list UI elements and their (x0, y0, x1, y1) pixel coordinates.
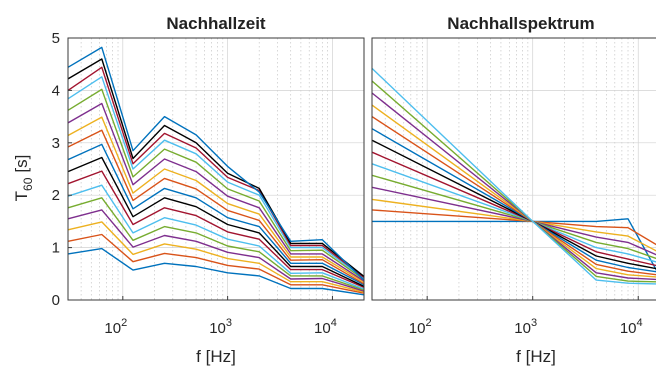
nachhallspektrum-series-4 (371, 186, 656, 256)
nachhallspektrum-series-9 (371, 128, 656, 273)
nachhallspektrum-series-1 (372, 218, 656, 271)
plot-frame-nachhallzeit (67, 37, 365, 301)
nachhallspektrum-series-5 (371, 174, 656, 260)
y-tick-label: 5 (52, 30, 60, 47)
x-tick-label-exponent: 2 (121, 317, 127, 329)
nachhallzeit-series-16 (67, 58, 365, 277)
chart-title-nachhallzeit: Nachhallzeit (166, 14, 266, 33)
nachhallspektrum-series-10 (371, 116, 656, 276)
nachhallspektrum-series-11 (371, 104, 656, 278)
y-tick-label: 0 (52, 292, 60, 309)
nachhallspektrum-panel: Nachhallspektrum 102 103 104 f [Hz] (371, 14, 656, 366)
x-tick-label: 102 (104, 317, 127, 337)
y-axis-label-unit: [s] (12, 155, 31, 173)
x-tick-label-exponent: 3 (531, 317, 537, 329)
x-tick-label: 103 (209, 317, 232, 337)
x-tick-label: 104 (314, 317, 337, 337)
nachhallspektrum-series-2 (371, 209, 656, 246)
x-tick-label-base: 10 (620, 320, 637, 337)
x-tick-label-exponent: 4 (331, 317, 337, 329)
nachhallzeit-series-1 (67, 247, 365, 296)
nachhallspektrum-series-8 (371, 139, 656, 270)
y-axis-label-sub: 60 (21, 177, 35, 191)
nachhallzeit-series-17 (67, 46, 365, 281)
nachhallzeit-series-7 (67, 170, 365, 289)
x-tick-label-base: 10 (314, 320, 331, 337)
nachhallzeit-series-3 (67, 221, 365, 293)
x-tick-label: 104 (620, 317, 643, 337)
chart-title-nachhallspektrum: Nachhallspektrum (447, 14, 594, 33)
x-axis-label-nachhallspektrum: f [Hz] (516, 347, 556, 366)
x-tick-label: 103 (514, 317, 537, 337)
x-tick-label-base: 10 (409, 320, 426, 337)
nachhallspektrum-series-12 (371, 92, 656, 281)
y-axis-label-base: T (12, 191, 31, 201)
x-tick-label-exponent: 4 (637, 317, 643, 329)
x-axis-label-nachhallzeit: f [Hz] (196, 347, 236, 366)
nachhallzeit-series-12 (67, 102, 365, 282)
y-axis-label: T60 [s] (12, 155, 35, 202)
nachhallspektrum-series-6 (371, 163, 656, 263)
nachhallzeit-series-13 (67, 88, 365, 281)
x-tick-label-exponent: 2 (425, 317, 431, 329)
y-tick-label: 2 (52, 187, 60, 204)
y-tick-label: 3 (52, 135, 60, 152)
nachhallzeit-series-15 (67, 66, 365, 279)
nachhallspektrum-series-13 (371, 80, 656, 283)
nachhallspektrum-series-14 (371, 67, 656, 285)
y-tick-label: 4 (52, 82, 60, 99)
plot-frame-nachhallspektrum (371, 37, 656, 301)
x-tick-label: 102 (409, 317, 432, 337)
y-tick-label: 1 (52, 240, 60, 257)
nachhallspektrum-series-3 (371, 198, 656, 252)
x-tick-label-base: 10 (104, 320, 121, 337)
nachhallspektrum-series-7 (371, 151, 656, 267)
nachhallzeit-series-8 (67, 156, 365, 288)
nachhallzeit-series-10 (67, 129, 365, 285)
nachhallzeit-series-6 (67, 184, 365, 290)
nachhallzeit-series-14 (67, 76, 365, 280)
nachhallzeit-series-2 (67, 233, 365, 294)
x-tick-label-base: 10 (514, 320, 531, 337)
nachhallzeit-series-4 (67, 209, 365, 292)
nachhallzeit-series-11 (67, 116, 365, 283)
x-tick-label-base: 10 (209, 320, 226, 337)
x-tick-label-exponent: 3 (226, 317, 232, 329)
nachhallzeit-series-5 (67, 197, 365, 291)
nachhallzeit-series-9 (67, 143, 365, 286)
